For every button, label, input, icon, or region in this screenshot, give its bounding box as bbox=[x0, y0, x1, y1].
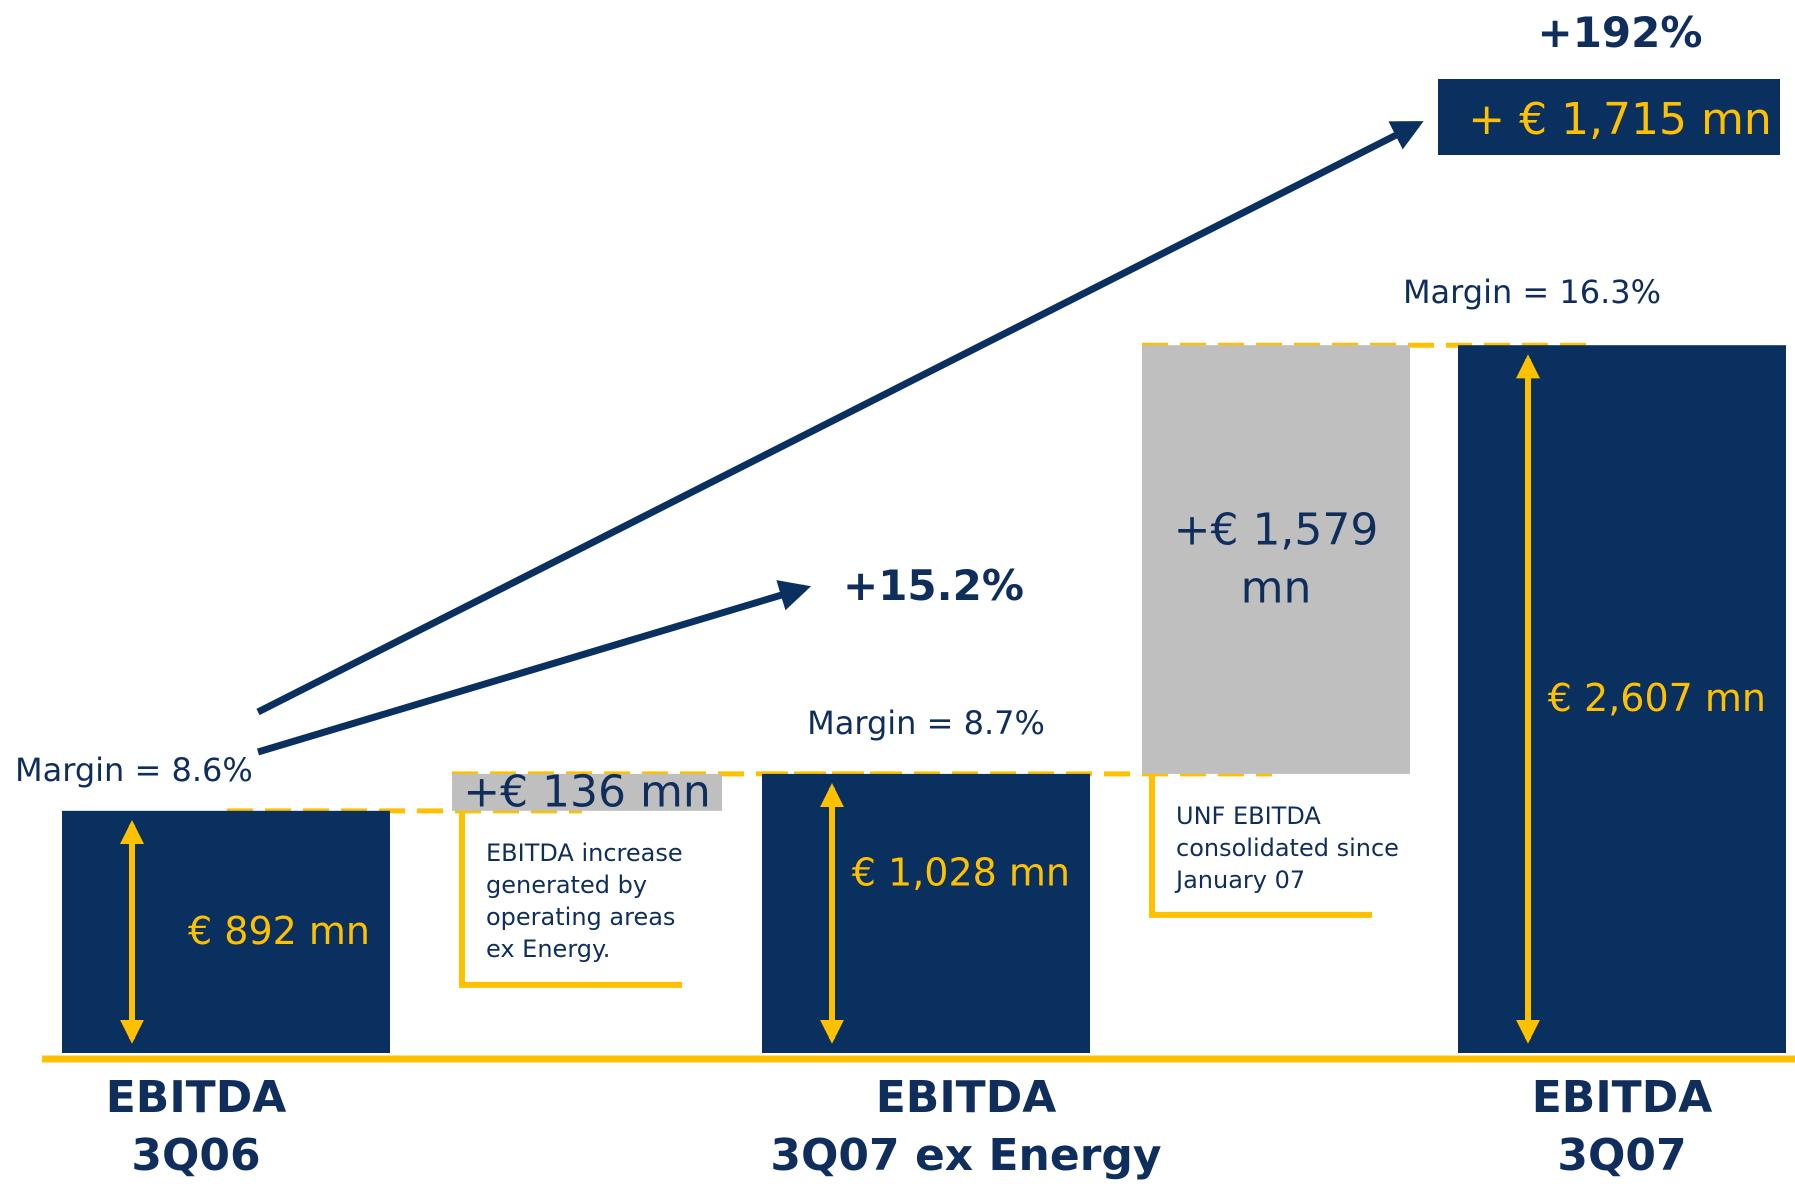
delta-value-label: +€ 1,579 bbox=[1174, 505, 1379, 556]
note-text: EBITDA increase bbox=[486, 839, 683, 867]
growth-arrow-large bbox=[256, 120, 1424, 716]
bar-value-label: € 1,028 mn bbox=[852, 850, 1070, 894]
bar-total bbox=[62, 810, 390, 1053]
category-label: EBITDA bbox=[106, 1072, 287, 1123]
note-bracket bbox=[1149, 775, 1372, 918]
category-label: 3Q07 ex Energy bbox=[770, 1130, 1161, 1181]
note-text: generated by bbox=[486, 871, 647, 899]
category-label: EBITDA bbox=[1532, 1072, 1713, 1123]
growth-arrow-small bbox=[256, 580, 812, 756]
growth-label-small: +15.2% bbox=[843, 561, 1024, 610]
note-text: operating areas bbox=[486, 903, 675, 931]
margin-label: Margin = 8.6% bbox=[15, 751, 253, 789]
note-bracket bbox=[459, 812, 682, 988]
delta-value-label: mn bbox=[1241, 563, 1312, 614]
note-text: consolidated since bbox=[1176, 834, 1399, 862]
category-label: 3Q07 bbox=[1557, 1130, 1686, 1181]
category-label: 3Q06 bbox=[131, 1130, 260, 1181]
bar-delta bbox=[452, 773, 722, 811]
bar-value-label: € 2,607 mn bbox=[1548, 676, 1766, 720]
margin-label: Margin = 8.7% bbox=[807, 704, 1045, 742]
margin-label: Margin = 16.3% bbox=[1403, 273, 1661, 311]
total-delta-box bbox=[1438, 79, 1780, 155]
note-text: January 07 bbox=[1174, 866, 1305, 894]
note-text: UNF EBITDA bbox=[1176, 802, 1321, 830]
bar-value-label: € 892 mn bbox=[188, 909, 370, 953]
note-text: ex Energy. bbox=[486, 935, 610, 963]
delta-value-label: +€ 136 mn bbox=[463, 766, 711, 817]
bar-total bbox=[1458, 345, 1786, 1054]
bar-delta bbox=[1142, 345, 1410, 774]
category-label: EBITDA bbox=[876, 1072, 1057, 1123]
growth-label-large: +192% bbox=[1538, 8, 1703, 57]
bar-total bbox=[762, 773, 1090, 1053]
total-delta-label: + € 1,715 mn bbox=[1468, 94, 1772, 145]
